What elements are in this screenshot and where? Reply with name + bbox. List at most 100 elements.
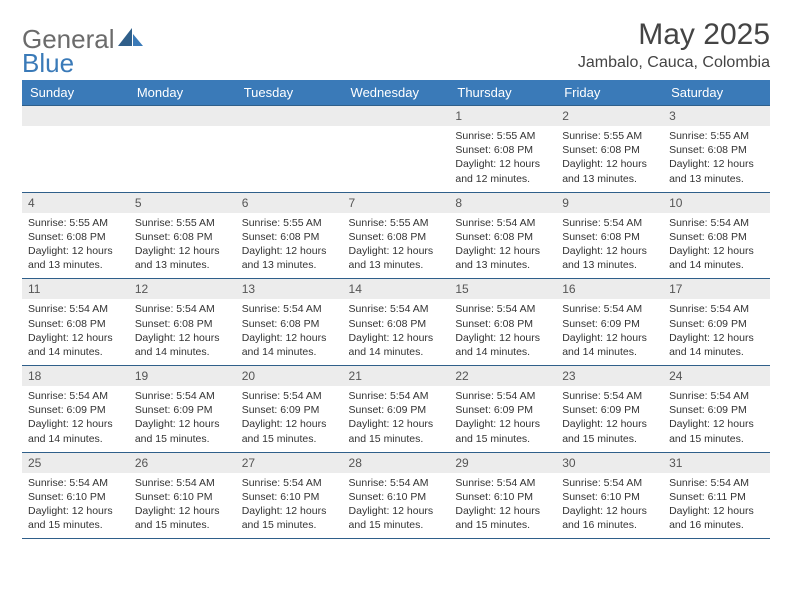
day-info-line: Sunrise: 5:54 AM [669,389,764,403]
calendar-day-cell: 9Sunrise: 5:54 AMSunset: 6:08 PMDaylight… [556,192,663,279]
calendar-day-cell: 22Sunrise: 5:54 AMSunset: 6:09 PMDayligh… [449,366,556,453]
day-body [22,126,129,186]
day-number: 28 [343,453,450,473]
day-body: Sunrise: 5:54 AMSunset: 6:09 PMDaylight:… [236,386,343,452]
day-info-line: Sunset: 6:08 PM [135,230,230,244]
day-info-line: Daylight: 12 hours and 13 minutes. [455,244,550,272]
day-info-line: Sunset: 6:08 PM [28,230,123,244]
calendar-day-cell: 15Sunrise: 5:54 AMSunset: 6:08 PMDayligh… [449,279,556,366]
day-info-line: Daylight: 12 hours and 15 minutes. [135,504,230,532]
calendar-day-cell: 28Sunrise: 5:54 AMSunset: 6:10 PMDayligh… [343,452,450,539]
day-number [343,106,450,126]
calendar-week-row: 4Sunrise: 5:55 AMSunset: 6:08 PMDaylight… [22,192,770,279]
day-info-line: Sunset: 6:10 PM [349,490,444,504]
day-info-line: Daylight: 12 hours and 13 minutes. [562,244,657,272]
day-info-line: Sunrise: 5:55 AM [135,216,230,230]
calendar-day-cell: 1Sunrise: 5:55 AMSunset: 6:08 PMDaylight… [449,106,556,193]
day-info-line: Sunset: 6:09 PM [562,403,657,417]
day-info-line: Daylight: 12 hours and 14 minutes. [28,331,123,359]
calendar-day-cell: 19Sunrise: 5:54 AMSunset: 6:09 PMDayligh… [129,366,236,453]
day-info-line: Sunset: 6:08 PM [242,230,337,244]
day-number: 1 [449,106,556,126]
calendar-week-row: 18Sunrise: 5:54 AMSunset: 6:09 PMDayligh… [22,366,770,453]
day-body: Sunrise: 5:54 AMSunset: 6:10 PMDaylight:… [129,473,236,539]
calendar-day-cell: 18Sunrise: 5:54 AMSunset: 6:09 PMDayligh… [22,366,129,453]
calendar-day-cell: 31Sunrise: 5:54 AMSunset: 6:11 PMDayligh… [663,452,770,539]
day-number: 12 [129,279,236,299]
day-info-line: Sunrise: 5:55 AM [28,216,123,230]
day-info-line: Sunset: 6:08 PM [349,317,444,331]
calendar-day-cell: 20Sunrise: 5:54 AMSunset: 6:09 PMDayligh… [236,366,343,453]
calendar-day-cell [343,106,450,193]
title-block: May 2025 Jambalo, Cauca, Colombia [578,18,770,72]
day-info-line: Sunset: 6:10 PM [28,490,123,504]
day-info-line: Sunrise: 5:54 AM [669,216,764,230]
day-info-line: Daylight: 12 hours and 15 minutes. [669,417,764,445]
day-info-line: Daylight: 12 hours and 16 minutes. [562,504,657,532]
day-info-line: Sunset: 6:08 PM [349,230,444,244]
calendar-day-cell: 24Sunrise: 5:54 AMSunset: 6:09 PMDayligh… [663,366,770,453]
day-body: Sunrise: 5:54 AMSunset: 6:09 PMDaylight:… [663,299,770,365]
calendar-day-cell: 2Sunrise: 5:55 AMSunset: 6:08 PMDaylight… [556,106,663,193]
day-info-line: Sunset: 6:09 PM [562,317,657,331]
day-info-line: Sunset: 6:08 PM [562,230,657,244]
day-info-line: Sunrise: 5:55 AM [455,129,550,143]
day-number: 18 [22,366,129,386]
day-body: Sunrise: 5:54 AMSunset: 6:08 PMDaylight:… [22,299,129,365]
day-number [129,106,236,126]
day-number: 30 [556,453,663,473]
day-info-line: Sunrise: 5:54 AM [669,476,764,490]
calendar-day-cell: 11Sunrise: 5:54 AMSunset: 6:08 PMDayligh… [22,279,129,366]
day-info-line: Daylight: 12 hours and 13 minutes. [562,157,657,185]
day-info-line: Sunset: 6:10 PM [242,490,337,504]
location-title: Jambalo, Cauca, Colombia [578,54,770,72]
day-info-line: Daylight: 12 hours and 14 minutes. [562,331,657,359]
day-info-line: Daylight: 12 hours and 12 minutes. [455,157,550,185]
calendar-week-row: 25Sunrise: 5:54 AMSunset: 6:10 PMDayligh… [22,452,770,539]
header: General May 2025 Jambalo, Cauca, Colombi… [22,18,770,72]
calendar-day-cell: 7Sunrise: 5:55 AMSunset: 6:08 PMDaylight… [343,192,450,279]
day-info-line: Sunrise: 5:54 AM [242,302,337,316]
weekday-header: Tuesday [236,80,343,106]
day-number: 16 [556,279,663,299]
day-body: Sunrise: 5:55 AMSunset: 6:08 PMDaylight:… [129,213,236,279]
day-number: 10 [663,193,770,213]
day-info-line: Daylight: 12 hours and 15 minutes. [135,417,230,445]
day-number: 27 [236,453,343,473]
day-body: Sunrise: 5:54 AMSunset: 6:09 PMDaylight:… [556,299,663,365]
day-body: Sunrise: 5:54 AMSunset: 6:09 PMDaylight:… [663,386,770,452]
day-body [236,126,343,186]
calendar-day-cell: 26Sunrise: 5:54 AMSunset: 6:10 PMDayligh… [129,452,236,539]
day-info-line: Daylight: 12 hours and 13 minutes. [28,244,123,272]
day-info-line: Sunrise: 5:54 AM [455,216,550,230]
day-body: Sunrise: 5:54 AMSunset: 6:09 PMDaylight:… [449,386,556,452]
day-info-line: Daylight: 12 hours and 15 minutes. [562,417,657,445]
day-number: 17 [663,279,770,299]
day-body: Sunrise: 5:54 AMSunset: 6:09 PMDaylight:… [343,386,450,452]
day-number: 2 [556,106,663,126]
day-body [129,126,236,186]
calendar-day-cell: 16Sunrise: 5:54 AMSunset: 6:09 PMDayligh… [556,279,663,366]
day-info-line: Sunset: 6:08 PM [562,143,657,157]
day-body: Sunrise: 5:54 AMSunset: 6:08 PMDaylight:… [663,213,770,279]
weekday-header: Monday [129,80,236,106]
day-body: Sunrise: 5:54 AMSunset: 6:08 PMDaylight:… [449,299,556,365]
day-info-line: Sunrise: 5:54 AM [135,389,230,403]
calendar-day-cell: 4Sunrise: 5:55 AMSunset: 6:08 PMDaylight… [22,192,129,279]
day-info-line: Sunset: 6:08 PM [669,230,764,244]
day-number: 20 [236,366,343,386]
calendar-day-cell [129,106,236,193]
day-info-line: Sunrise: 5:54 AM [669,302,764,316]
day-info-line: Daylight: 12 hours and 14 minutes. [28,417,123,445]
weekday-header: Friday [556,80,663,106]
day-number: 11 [22,279,129,299]
day-number: 5 [129,193,236,213]
calendar-day-cell: 27Sunrise: 5:54 AMSunset: 6:10 PMDayligh… [236,452,343,539]
day-number: 31 [663,453,770,473]
day-info-line: Daylight: 12 hours and 14 minutes. [669,331,764,359]
day-info-line: Daylight: 12 hours and 15 minutes. [242,417,337,445]
day-info-line: Sunset: 6:09 PM [135,403,230,417]
calendar-day-cell: 10Sunrise: 5:54 AMSunset: 6:08 PMDayligh… [663,192,770,279]
weekday-header: Thursday [449,80,556,106]
calendar-day-cell: 13Sunrise: 5:54 AMSunset: 6:08 PMDayligh… [236,279,343,366]
